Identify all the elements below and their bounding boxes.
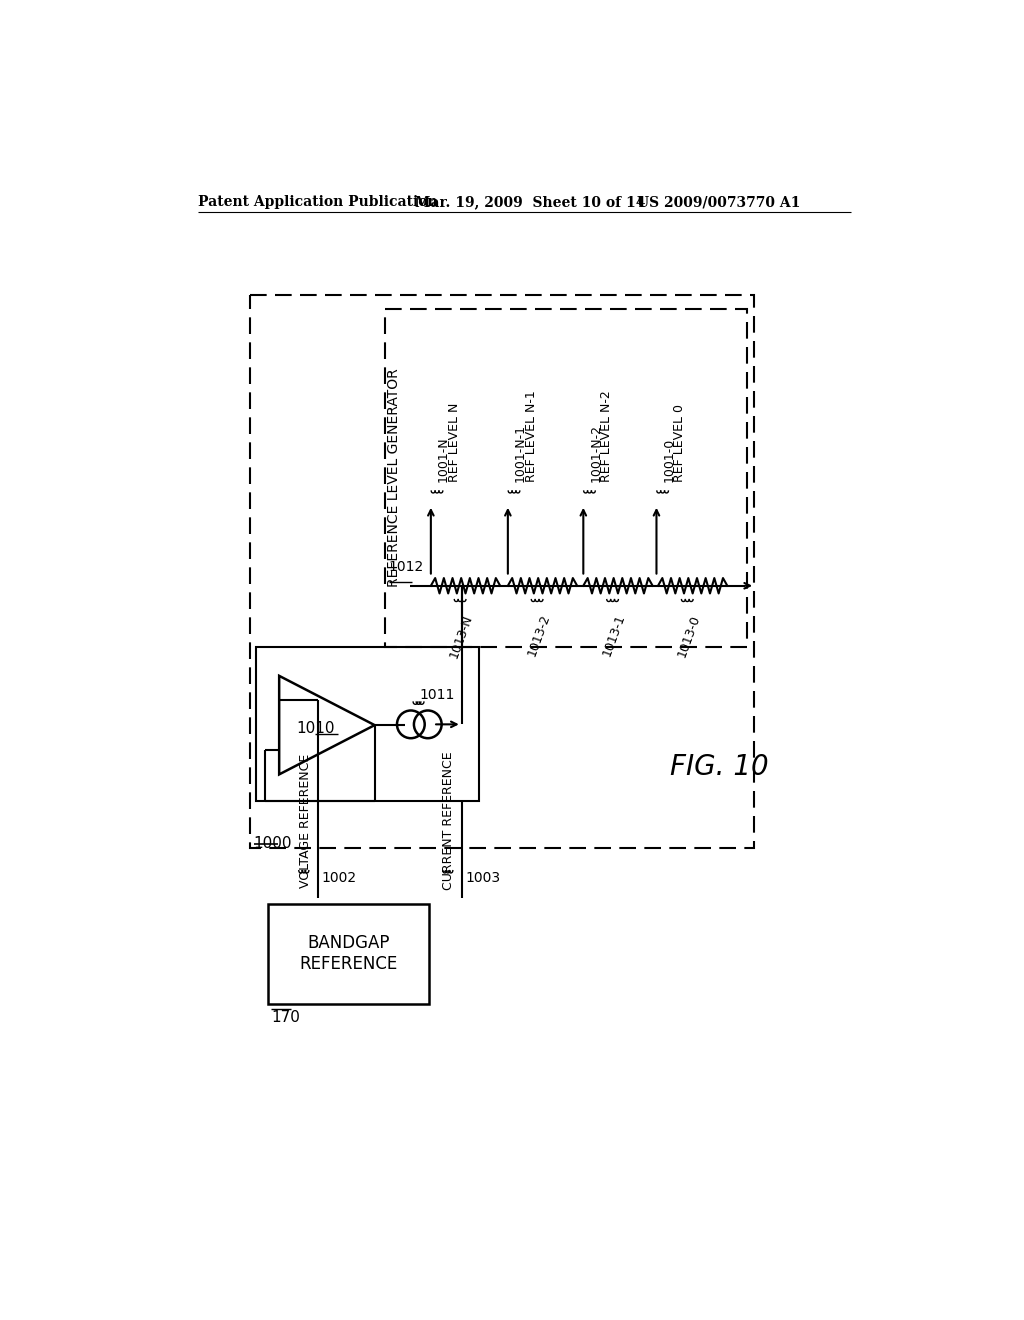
Text: FIG. 10: FIG. 10 (670, 752, 768, 780)
Text: REF LEVEL N-2: REF LEVEL N-2 (600, 389, 613, 482)
Text: 1001-N-1: 1001-N-1 (514, 424, 527, 482)
Text: 1000: 1000 (254, 836, 292, 851)
Text: 1003: 1003 (466, 871, 501, 886)
Text: 1001-N-2: 1001-N-2 (590, 424, 602, 482)
Text: 1013-1: 1013-1 (600, 612, 628, 659)
Text: 1010: 1010 (296, 721, 335, 735)
Text: 1002: 1002 (322, 871, 356, 886)
Text: REF LEVEL 0: REF LEVEL 0 (674, 404, 686, 482)
Text: CURRENT REFERENCE: CURRENT REFERENCE (442, 751, 456, 890)
Text: Mar. 19, 2009  Sheet 10 of 14: Mar. 19, 2009 Sheet 10 of 14 (416, 195, 646, 210)
Text: REF LEVEL N: REF LEVEL N (447, 403, 461, 482)
Text: 1013-2: 1013-2 (525, 612, 552, 659)
Text: 1001-N: 1001-N (437, 436, 450, 482)
Bar (267, 904, 429, 1003)
Text: VOLTAGE REFERENCE: VOLTAGE REFERENCE (299, 754, 311, 888)
Bar (256, 647, 479, 801)
Text: BANDGAP
REFERENCE: BANDGAP REFERENCE (299, 935, 397, 973)
Text: 1001-0: 1001-0 (663, 437, 676, 482)
Text: REFERENCE LEVEL GENERATOR: REFERENCE LEVEL GENERATOR (387, 368, 401, 587)
Text: US 2009/0073770 A1: US 2009/0073770 A1 (637, 195, 801, 210)
Text: 1013-0: 1013-0 (675, 612, 702, 659)
Text: Patent Application Publication: Patent Application Publication (199, 195, 438, 210)
Text: 1013-N: 1013-N (447, 612, 475, 660)
Text: 1012: 1012 (388, 560, 424, 574)
Text: REF LEVEL N-1: REF LEVEL N-1 (524, 389, 538, 482)
Text: 1011: 1011 (419, 688, 455, 702)
Bar (250, 296, 755, 849)
Bar (385, 309, 746, 647)
Text: 170: 170 (271, 1010, 300, 1026)
